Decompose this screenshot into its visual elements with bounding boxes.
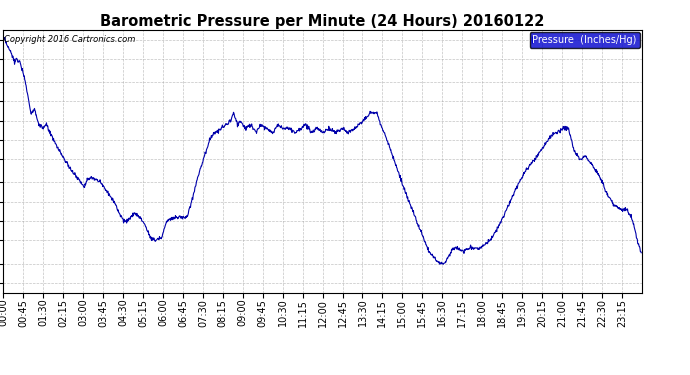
Legend: Pressure  (Inches/Hg): Pressure (Inches/Hg) <box>529 32 640 48</box>
Text: Copyright 2016 Cartronics.com: Copyright 2016 Cartronics.com <box>4 35 135 44</box>
Title: Barometric Pressure per Minute (24 Hours) 20160122: Barometric Pressure per Minute (24 Hours… <box>100 14 545 29</box>
